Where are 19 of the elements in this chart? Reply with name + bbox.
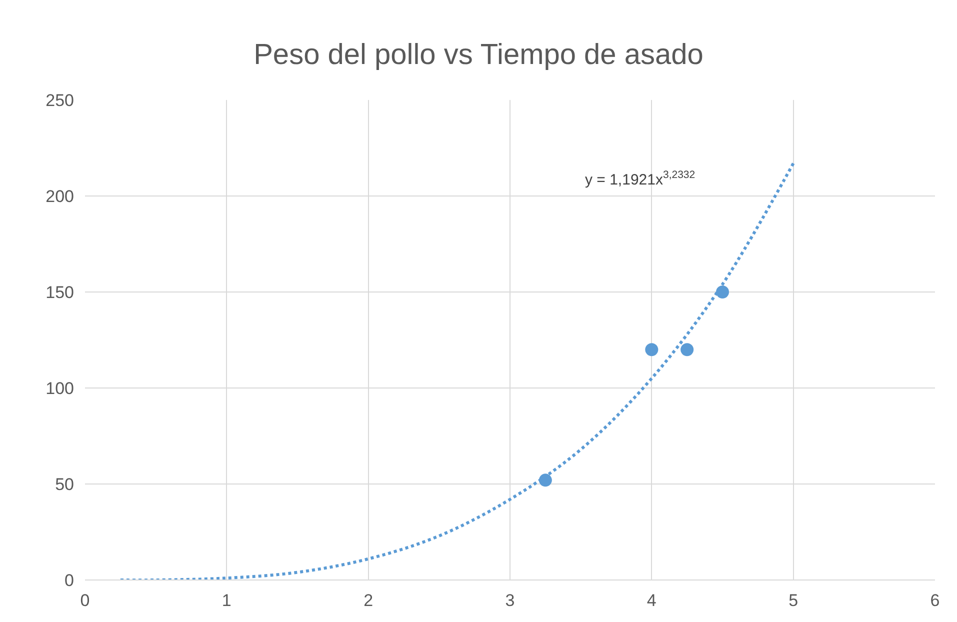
x-tick-label: 5 [788,591,798,610]
point [645,343,658,356]
y-tick-label: 150 [46,282,74,302]
point [716,286,729,298]
x-tick-label: 1 [222,591,232,610]
y-tick-label: 100 [46,378,74,398]
line-series [118,162,795,580]
x-tick-label: 4 [646,591,656,610]
x-tick-label: 2 [364,591,374,610]
y-tick-label: 0 [64,570,74,590]
chart-title: Peso del pollo vs Tiempo de asado [254,38,704,71]
y-tick-label: 50 [55,474,74,494]
point [680,343,694,356]
x-tick-label: 0 [80,591,90,610]
annotation: y = 1,1921x$^{3,2332}$ [585,169,696,188]
x-tick-label: 3 [505,591,515,610]
y-tick-label: 200 [46,186,74,206]
x-tick-label: 6 [930,591,940,610]
y-tick-label: 250 [46,90,74,110]
